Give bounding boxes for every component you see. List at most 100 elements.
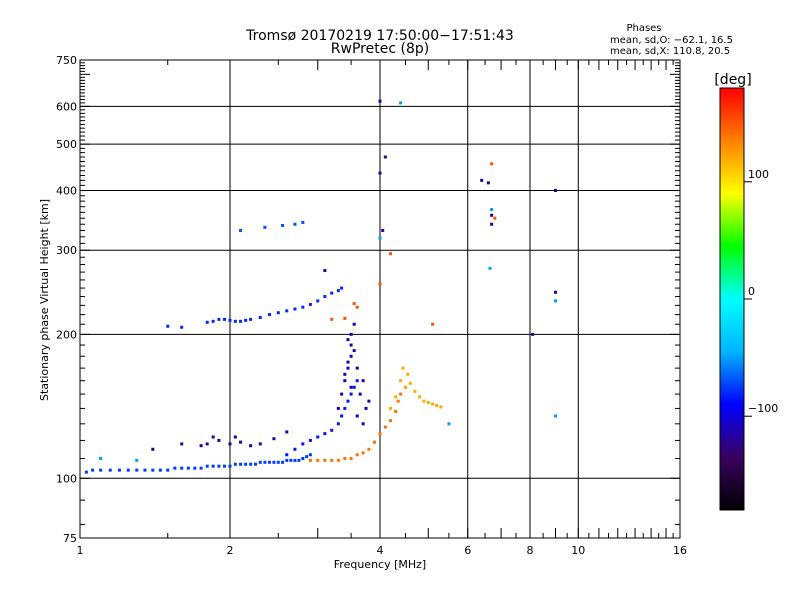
data-point: [186, 466, 190, 470]
data-point: [336, 422, 340, 426]
data-point: [217, 464, 221, 468]
data-point: [285, 458, 289, 462]
colorbar-label: [deg]: [714, 72, 751, 88]
data-point: [439, 405, 443, 409]
data-point: [431, 402, 435, 406]
data-point: [205, 442, 209, 446]
data-point: [531, 332, 535, 336]
data-point: [396, 399, 400, 403]
data-point: [330, 428, 334, 432]
data-point: [258, 460, 262, 464]
data-point: [490, 162, 494, 166]
data-point: [422, 399, 426, 403]
data-point: [316, 435, 320, 439]
data-point: [211, 319, 215, 323]
data-point: [394, 409, 398, 413]
data-point: [355, 305, 359, 309]
data-point: [346, 366, 350, 370]
phase-heading: Phases: [626, 23, 661, 34]
colorbar-tick-label: −100: [748, 402, 778, 415]
data-point: [553, 188, 557, 192]
data-point: [151, 468, 155, 472]
data-point: [239, 319, 243, 323]
y-tick-label: 600: [56, 100, 77, 113]
data-point: [143, 468, 147, 472]
data-point: [352, 385, 356, 389]
data-point: [378, 282, 382, 286]
data-point: [367, 399, 371, 403]
data-point: [166, 468, 170, 472]
data-point: [488, 266, 492, 270]
data-point: [355, 414, 359, 418]
data-point: [378, 432, 382, 436]
data-point: [285, 453, 289, 457]
data-point: [263, 460, 267, 464]
data-point: [343, 372, 347, 376]
data-point: [223, 464, 227, 468]
data-point: [349, 392, 353, 396]
data-point: [323, 295, 327, 299]
data-point: [355, 366, 359, 370]
data-point: [108, 468, 112, 472]
y-axis-label: Stationary phase Virtual Height [km]: [38, 199, 51, 401]
data-point: [211, 464, 215, 468]
data-point: [352, 349, 356, 353]
x-tick-label: 1: [77, 544, 84, 557]
data-point: [223, 317, 227, 321]
chart-title: Tromsø 20170219 17:50:00−17:51:43: [245, 28, 514, 44]
data-point: [336, 458, 340, 462]
data-point: [346, 360, 350, 364]
data-point: [361, 422, 365, 426]
data-point: [267, 313, 271, 317]
x-tick-label: 10: [571, 544, 585, 557]
data-point: [293, 458, 297, 462]
data-point: [239, 440, 243, 444]
data-point: [316, 299, 320, 303]
data-point: [99, 468, 103, 472]
data-point: [301, 456, 305, 460]
grid-lines: [80, 60, 680, 538]
data-point: [281, 460, 285, 464]
chart-subtitle: RwPretec (8p): [331, 41, 429, 57]
data-point: [364, 406, 368, 410]
data-point: [249, 462, 253, 466]
data-point: [199, 444, 203, 448]
data-point: [217, 438, 221, 442]
data-point: [349, 385, 353, 389]
data-point: [166, 324, 170, 328]
x-axis-label: Frequency [MHz]: [334, 558, 426, 571]
data-point: [408, 381, 412, 385]
data-point: [352, 302, 356, 306]
data-point: [272, 460, 276, 464]
colorbar-ticks: 100 0 −100: [744, 168, 778, 417]
data-point: [233, 435, 237, 439]
data-point: [389, 419, 393, 423]
data-point: [276, 311, 280, 315]
data-point: [340, 286, 344, 290]
data-point: [553, 299, 557, 303]
data-point: [285, 430, 289, 434]
data-point: [308, 438, 312, 442]
data-point: [135, 458, 139, 462]
data-point: [180, 325, 184, 329]
data-point: [435, 403, 439, 407]
data-point: [249, 317, 253, 321]
data-point: [91, 468, 95, 472]
data-point: [249, 444, 253, 448]
data-point: [343, 379, 347, 383]
data-point: [258, 442, 262, 446]
data-point: [381, 228, 385, 232]
y-tick-label: 400: [56, 184, 77, 197]
data-point: [239, 228, 243, 232]
data-point: [336, 289, 340, 293]
data-point: [394, 395, 398, 399]
data-point: [308, 302, 312, 306]
data-point: [431, 322, 435, 326]
data-point: [158, 468, 162, 472]
data-point: [301, 220, 305, 224]
data-point: [263, 225, 267, 229]
data-point: [297, 458, 301, 462]
y-axis-ticks: 75 100 200 300 400 500 600 750: [56, 54, 680, 545]
data-point: [301, 442, 305, 446]
